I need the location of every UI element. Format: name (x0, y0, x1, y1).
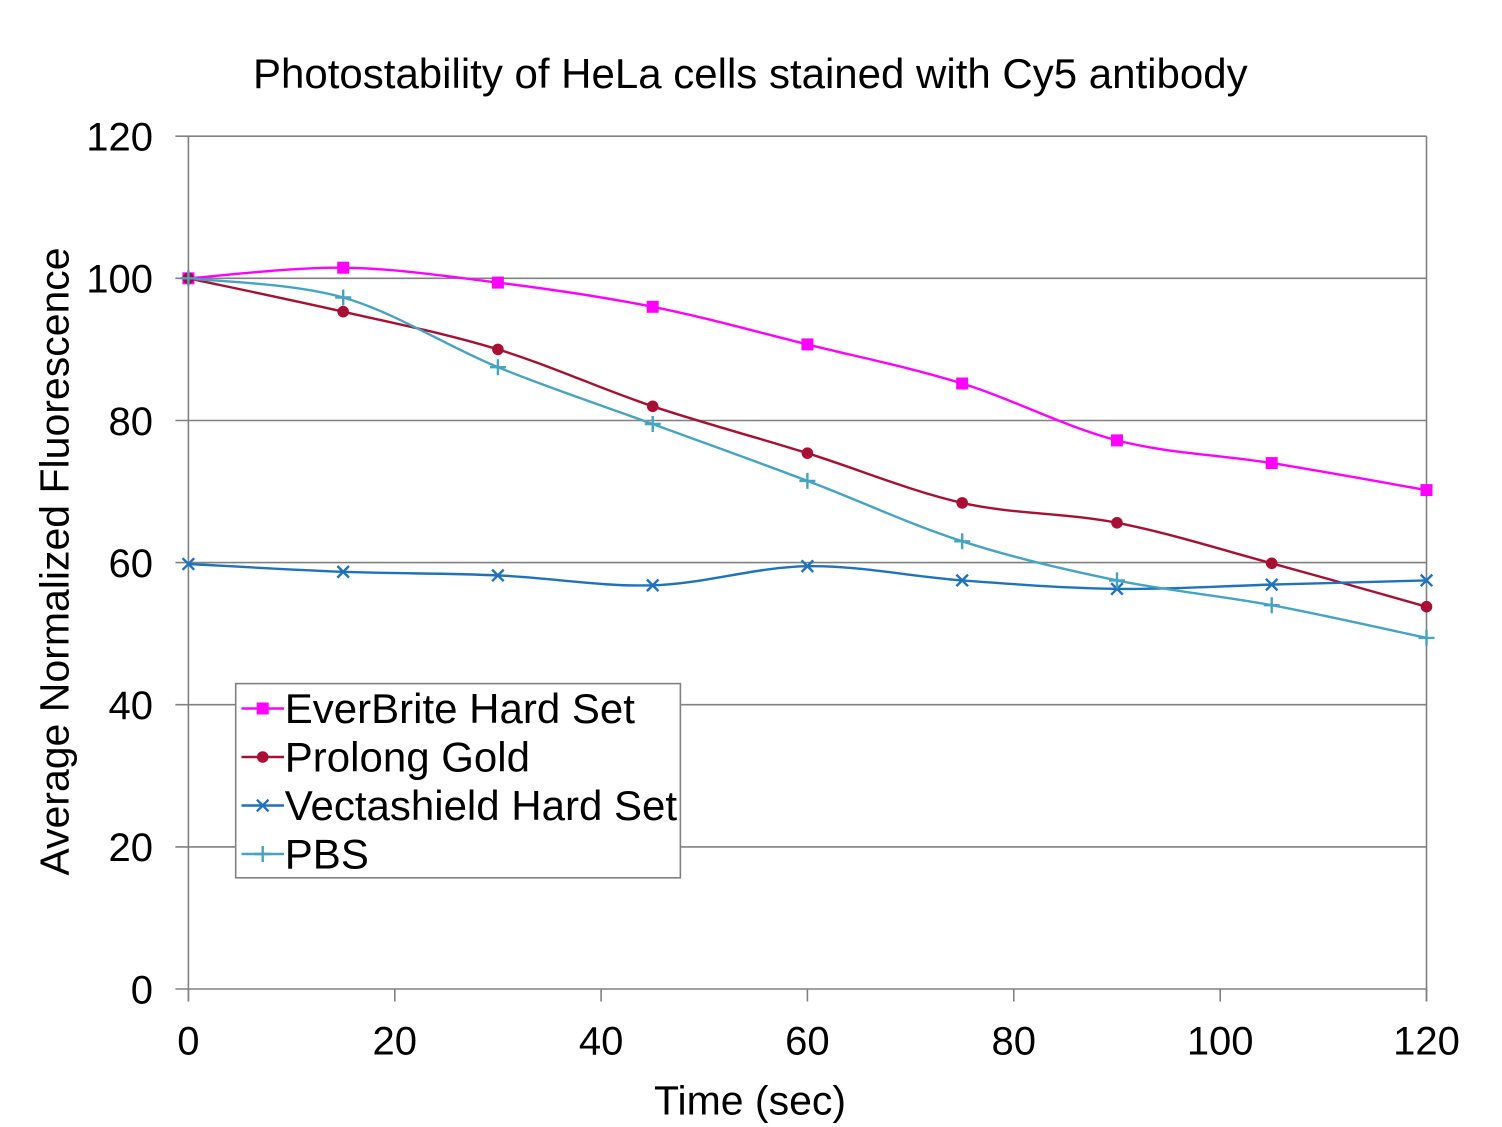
svg-text:120: 120 (86, 116, 153, 160)
svg-text:40: 40 (579, 1020, 624, 1064)
svg-text:Time (sec): Time (sec) (654, 1078, 846, 1124)
svg-text:40: 40 (109, 684, 154, 728)
svg-text:0: 0 (131, 968, 153, 1012)
svg-text:Vectashield Hard Set: Vectashield Hard Set (285, 782, 678, 829)
svg-text:60: 60 (785, 1020, 830, 1064)
svg-text:Photostability of HeLa cells s: Photostability of HeLa cells stained wit… (253, 50, 1248, 97)
svg-text:60: 60 (109, 542, 154, 586)
svg-text:80: 80 (992, 1020, 1037, 1064)
svg-text:100: 100 (1187, 1020, 1254, 1064)
svg-text:80: 80 (109, 400, 154, 444)
svg-text:120: 120 (1393, 1020, 1460, 1064)
svg-text:Average Normalized Fluorescenc: Average Normalized Fluorescence (32, 247, 78, 875)
svg-text:EverBrite Hard Set: EverBrite Hard Set (285, 685, 635, 732)
svg-text:20: 20 (373, 1020, 418, 1064)
svg-text:20: 20 (109, 826, 154, 870)
svg-text:100: 100 (86, 258, 153, 302)
svg-text:PBS: PBS (285, 831, 369, 878)
svg-text:Prolong Gold: Prolong Gold (285, 734, 530, 781)
svg-text:0: 0 (177, 1020, 199, 1064)
